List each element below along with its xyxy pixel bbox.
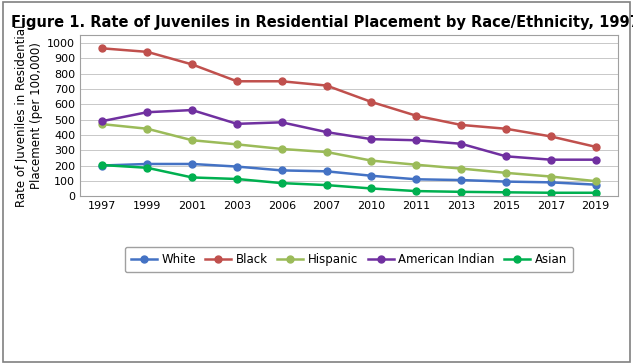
- Black: [144, 50, 151, 54]
- Black: [592, 145, 599, 149]
- Asian: [502, 190, 510, 194]
- Black: [368, 100, 375, 104]
- Black: [188, 62, 196, 67]
- Hispanic: [547, 174, 555, 179]
- Black: [278, 79, 285, 83]
- Hispanic: [323, 150, 330, 154]
- Hispanic: [457, 166, 465, 171]
- Asian: [144, 166, 151, 170]
- American Indian: [502, 154, 510, 158]
- White: [368, 174, 375, 178]
- American Indian: [99, 119, 106, 123]
- Line: Hispanic: Hispanic: [99, 121, 599, 185]
- Asian: [188, 175, 196, 179]
- Black: [457, 123, 465, 127]
- Line: American Indian: American Indian: [99, 107, 599, 163]
- American Indian: [233, 122, 241, 126]
- American Indian: [188, 108, 196, 112]
- White: [323, 169, 330, 174]
- White: [592, 182, 599, 187]
- American Indian: [547, 158, 555, 162]
- Hispanic: [278, 147, 285, 151]
- American Indian: [368, 137, 375, 141]
- Hispanic: [233, 142, 241, 147]
- Title: Figure 1. Rate of Juveniles in Residential Placement by Race/Ethnicity, 1997–201: Figure 1. Rate of Juveniles in Residenti…: [11, 15, 633, 30]
- American Indian: [144, 110, 151, 114]
- White: [144, 162, 151, 166]
- Asian: [278, 181, 285, 185]
- Asian: [99, 163, 106, 167]
- American Indian: [323, 130, 330, 134]
- Y-axis label: Rate of Juveniles in Residential
Placement (per 100,000): Rate of Juveniles in Residential Placeme…: [15, 24, 43, 207]
- Hispanic: [413, 163, 420, 167]
- Legend: White, Black, Hispanic, American Indian, Asian: White, Black, Hispanic, American Indian,…: [125, 247, 573, 272]
- Hispanic: [592, 179, 599, 183]
- Line: White: White: [99, 161, 599, 188]
- American Indian: [278, 120, 285, 124]
- Black: [502, 127, 510, 131]
- Asian: [457, 190, 465, 194]
- Asian: [323, 183, 330, 187]
- Black: [413, 114, 420, 118]
- Hispanic: [368, 158, 375, 163]
- Line: Asian: Asian: [99, 162, 599, 196]
- White: [233, 165, 241, 169]
- White: [413, 177, 420, 182]
- White: [99, 163, 106, 168]
- White: [547, 180, 555, 185]
- Hispanic: [144, 127, 151, 131]
- White: [457, 178, 465, 182]
- Asian: [233, 177, 241, 181]
- Black: [323, 83, 330, 88]
- Black: [99, 46, 106, 51]
- White: [188, 162, 196, 166]
- Hispanic: [502, 171, 510, 175]
- Asian: [547, 191, 555, 195]
- Asian: [592, 191, 599, 195]
- Asian: [413, 189, 420, 193]
- American Indian: [592, 158, 599, 162]
- White: [502, 179, 510, 184]
- Hispanic: [188, 138, 196, 142]
- Asian: [368, 186, 375, 191]
- White: [278, 168, 285, 173]
- Black: [233, 79, 241, 83]
- Hispanic: [99, 122, 106, 126]
- American Indian: [413, 138, 420, 142]
- Line: Black: Black: [99, 45, 599, 150]
- Black: [547, 134, 555, 139]
- American Indian: [457, 142, 465, 146]
